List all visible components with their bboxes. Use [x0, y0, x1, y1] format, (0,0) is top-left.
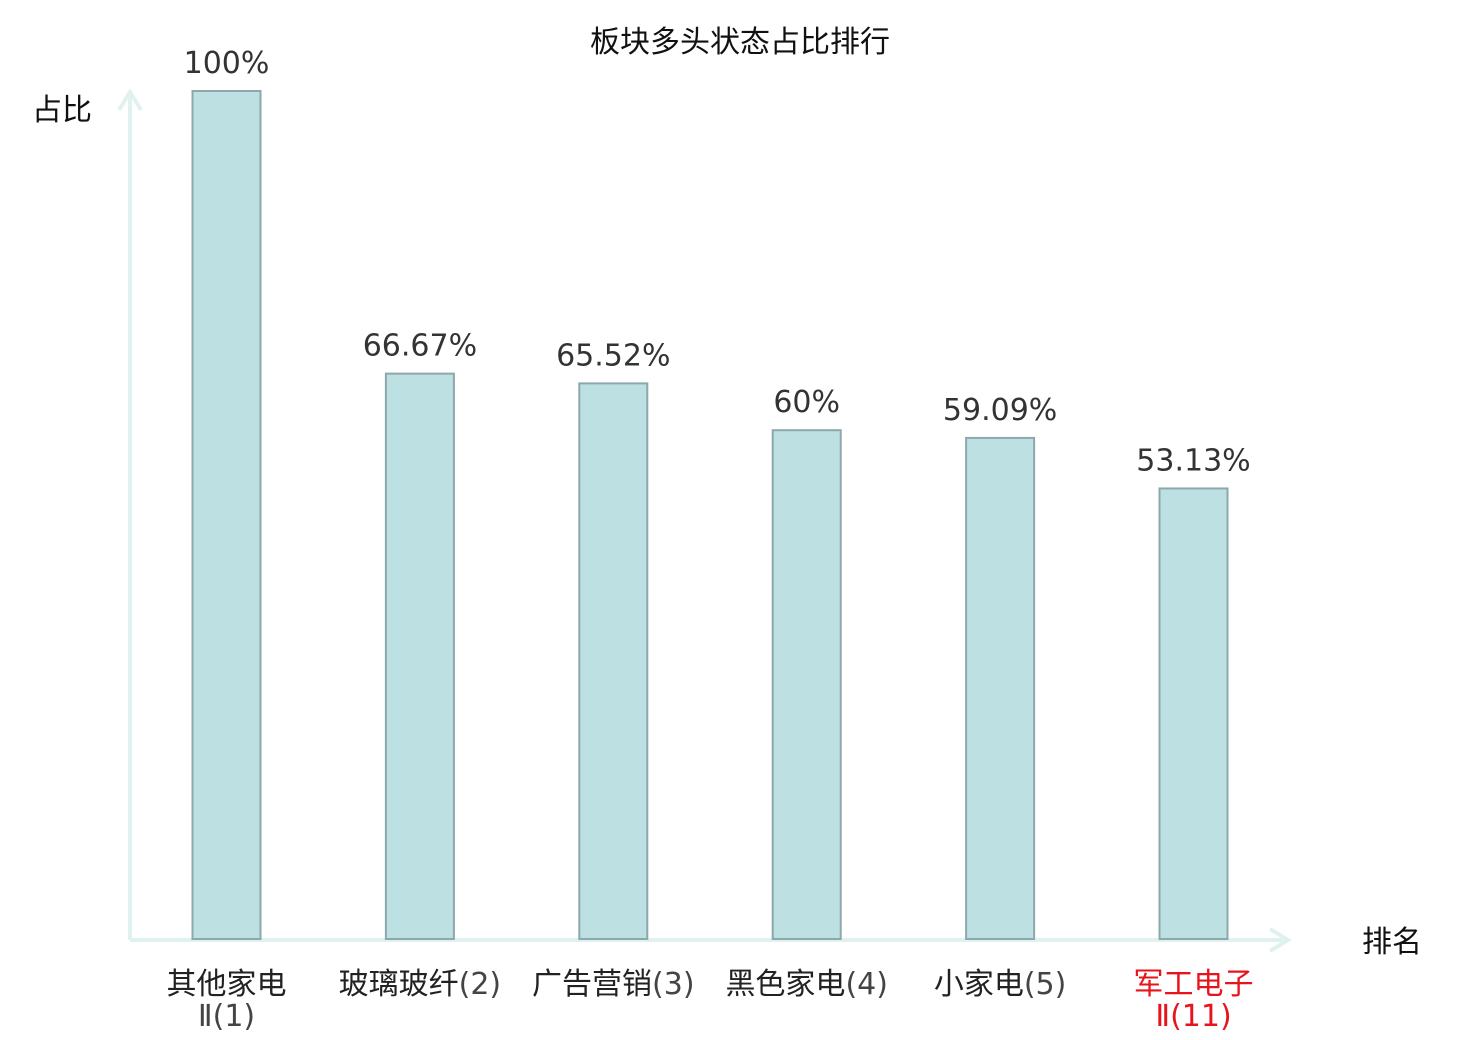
- bar: [578, 382, 649, 941]
- chart-title: 板块多头状态占比排行: [590, 25, 890, 60]
- bar: [191, 90, 262, 940]
- y-axis-arrow: [117, 88, 143, 112]
- bar-value-label: 66.67%: [363, 329, 477, 364]
- category-label: 军工电子: [1134, 967, 1254, 1002]
- x-axis-label: 排名: [1362, 925, 1422, 960]
- category-rank: (5): [1024, 967, 1067, 1002]
- bar-value-label: 60%: [773, 385, 840, 420]
- bar-value-label: 53.13%: [1136, 443, 1250, 478]
- category-name: 小家电: [934, 967, 1024, 1002]
- bar: [384, 372, 455, 940]
- category-name: 广告营销: [532, 967, 652, 1002]
- bar-value-label: 59.09%: [943, 393, 1057, 428]
- bar-value-label: 65.52%: [556, 338, 670, 373]
- y-axis-label: 占比: [32, 93, 92, 128]
- category-rank-label: Ⅱ(1): [198, 999, 255, 1034]
- category-rank-label: Ⅱ(11): [1155, 999, 1231, 1034]
- category-label: 黑色家电(4): [725, 967, 888, 1002]
- category-label: 小家电(5): [934, 967, 1067, 1002]
- bar: [771, 429, 842, 940]
- bar: [965, 436, 1036, 940]
- category-label: 广告营销(3): [532, 967, 695, 1002]
- category-rank: (3): [652, 967, 695, 1002]
- bar-value-label: 100%: [184, 46, 270, 81]
- category-label: 玻璃玻纤(2): [339, 967, 502, 1002]
- bar: [1158, 487, 1229, 940]
- x-axis: [130, 927, 1292, 953]
- category-name: 玻璃玻纤: [339, 967, 459, 1002]
- category-rank: (2): [459, 967, 502, 1002]
- bars-group: [191, 90, 1229, 941]
- value-labels-group: 100% 66.67% 65.52% 60% 59.09% 53.13%: [184, 46, 1251, 478]
- category-label: 其他家电: [167, 967, 287, 1002]
- x-axis-arrow: [1268, 927, 1292, 953]
- category-rank: (4): [845, 967, 888, 1002]
- y-axis: [117, 88, 143, 940]
- category-name: 黑色家电: [725, 967, 845, 1002]
